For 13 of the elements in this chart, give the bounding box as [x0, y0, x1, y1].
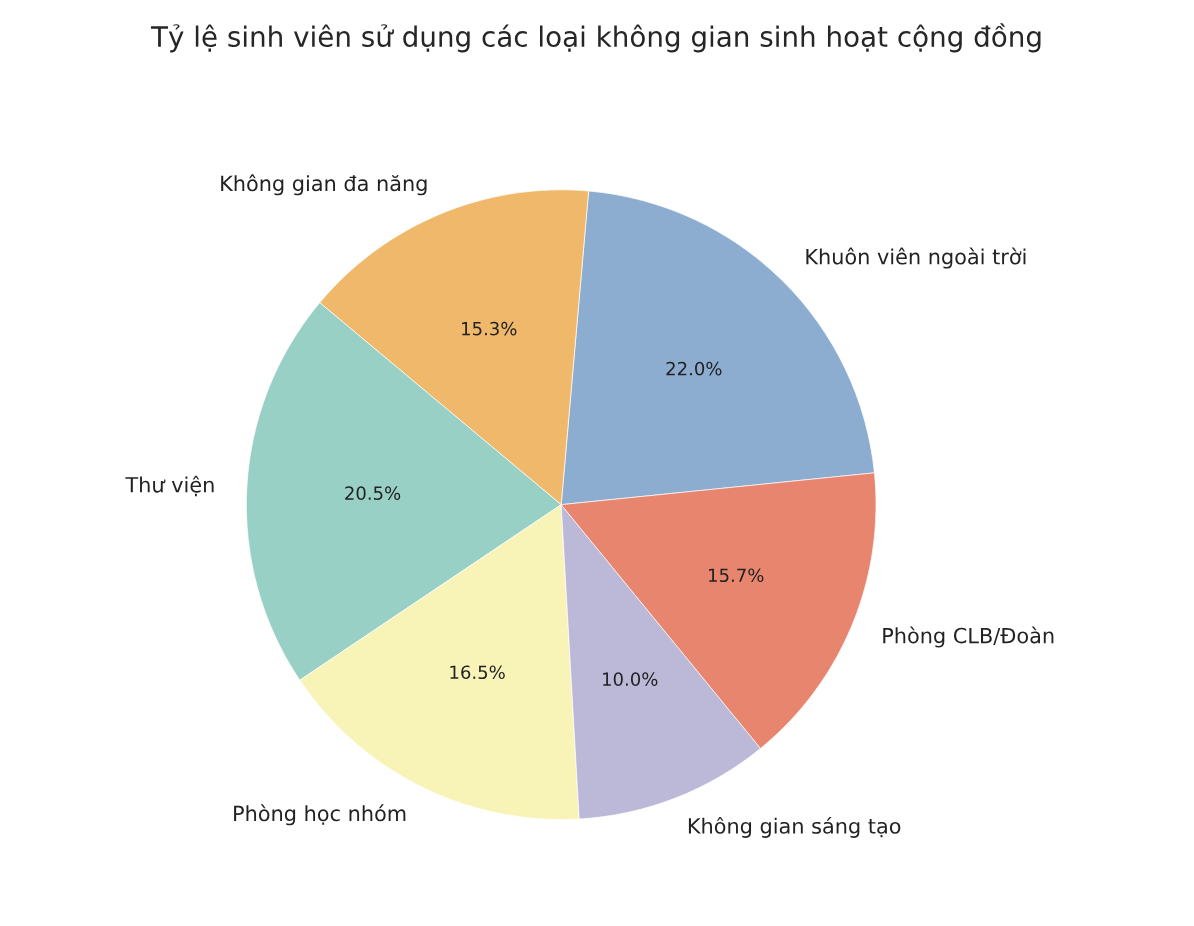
data-label: 10.0%: [603, 672, 658, 686]
slice-label: Khuôn viên ngoài trời: [806, 247, 1026, 269]
slice-label: Không gian đa năng: [221, 174, 427, 196]
data-label: 20.5%: [345, 486, 401, 500]
data-label: 16.5%: [450, 665, 505, 680]
data-label: 22.0%: [666, 361, 722, 376]
slice-label: Phòng CLB/Đoàn: [883, 626, 1054, 648]
chart-title: Tỷ lệ sinh viên sử dụng các loại không gian sinh hoạt cộng đồng: [150, 23, 1041, 53]
slice-label: Thư viện: [125, 475, 214, 497]
slice-label: Không gian sáng tạo: [688, 816, 901, 838]
data-label: 15.3%: [462, 321, 517, 336]
slice-label: Phòng học nhóm: [234, 804, 406, 826]
data-label: 15.7%: [709, 568, 764, 583]
